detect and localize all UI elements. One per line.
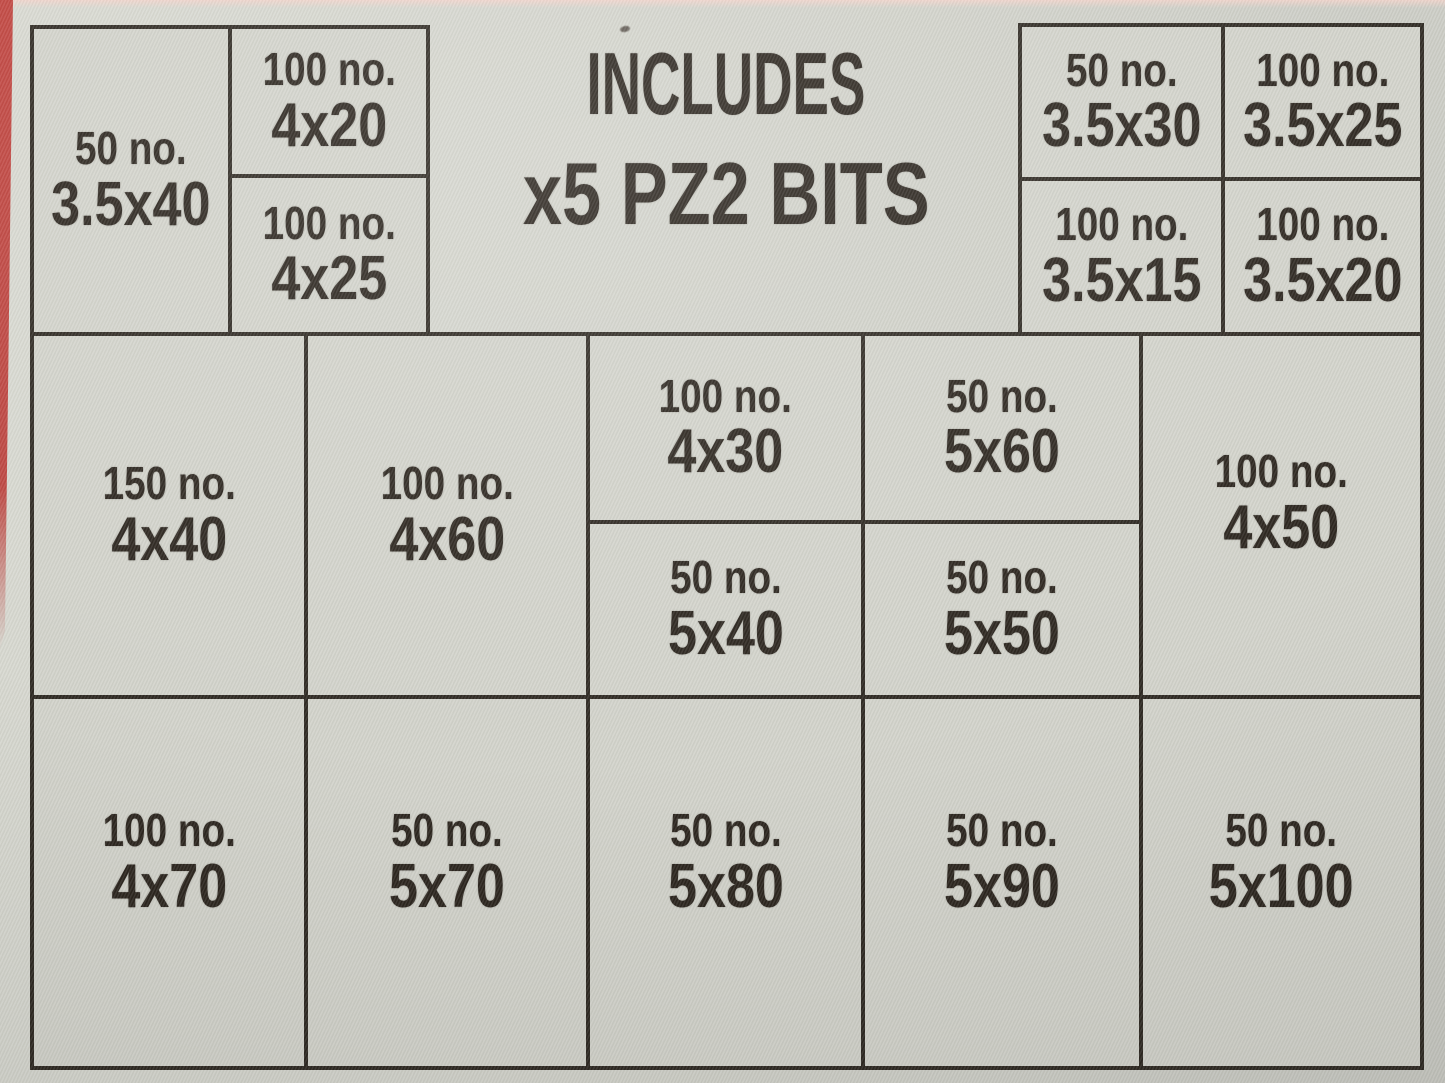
size-label: 3.5x30 — [1041, 91, 1202, 161]
size-label: 3.5x25 — [1242, 91, 1403, 161]
compartment-4x60: 100 no. 4x60 — [308, 336, 586, 695]
compartment-text: 50 no. 5x80 — [668, 807, 784, 918]
quantity-label: 50 no. — [946, 369, 1058, 422]
size-label: 3.5x20 — [1242, 245, 1403, 315]
quantity-label: 100 no. — [658, 369, 793, 422]
quantity-label: 100 no. — [1054, 198, 1189, 251]
pink-top-edge — [0, 0, 1445, 8]
compartment-text: 50 no. 5x60 — [944, 369, 1060, 487]
compartment-5x70: 50 no. 5x70 — [308, 699, 586, 1066]
compartment-text: 150 no. 4x40 — [102, 460, 235, 571]
compartment-text: 50 no. 3.5x40 — [51, 125, 210, 236]
quantity-label: 50 no. — [391, 804, 503, 857]
quantity-label: 100 no. — [262, 43, 396, 96]
compartment-text: 50 no. 5x40 — [668, 554, 784, 665]
compartment-4x30: 100 no. 4x30 — [590, 336, 861, 520]
main-compartment-grid: 150 no. 4x40 100 no. 4x60 100 no. 4x30 5… — [30, 332, 1424, 1070]
compartment-3-5x40: 50 no. 3.5x40 — [34, 29, 228, 332]
size-label: 5x100 — [1209, 851, 1354, 921]
compartment-text: 100 no. 4x50 — [1215, 448, 1348, 559]
quantity-label: 100 no. — [102, 804, 236, 857]
top-right-compartment-box: 50 no. 3.5x30 100 no. 3.5x25 100 no. 3.5… — [1018, 23, 1424, 336]
quantity-label: 50 no. — [669, 551, 782, 604]
compartment-text: 100 no. 4x20 — [262, 46, 395, 157]
quantity-label: 50 no. — [669, 804, 782, 857]
compartment-5x80: 50 no. 5x80 — [590, 699, 861, 1066]
compartment-5x100: 50 no. 5x100 — [1143, 699, 1420, 1066]
compartment-5x50: 50 no. 5x50 — [865, 524, 1139, 695]
compartment-4x40: 150 no. 4x40 — [34, 336, 304, 695]
quantity-label: 50 no. — [75, 122, 187, 175]
compartment-5x90: 50 no. 5x90 — [865, 699, 1139, 1066]
compartment-text: 100 no. 4x60 — [380, 460, 513, 571]
quantity-label: 100 no. — [1255, 198, 1390, 251]
size-label: 5x90 — [944, 851, 1060, 921]
compartment-text: 100 no. 4x25 — [262, 196, 396, 314]
compartment-5x60: 50 no. 5x60 — [865, 336, 1139, 520]
compartment-text: 50 no. 3.5x30 — [1041, 43, 1202, 161]
compartment-text: 100 no. 3.5x25 — [1242, 43, 1403, 161]
compartment-text: 100 no. 3.5x20 — [1243, 201, 1402, 312]
compartment-4x20: 100 no. 4x20 — [232, 29, 426, 174]
compartment-text: 50 no. 5x70 — [389, 807, 505, 918]
quantity-label: 100 no. — [1255, 43, 1390, 96]
quantity-label: 50 no. — [946, 551, 1058, 604]
compartment-text: 100 no. 4x70 — [102, 807, 235, 918]
compartment-3-5x25: 100 no. 3.5x25 — [1225, 27, 1420, 177]
compartment-5x40: 50 no. 5x40 — [590, 524, 861, 695]
quantity-label: 100 no. — [1214, 445, 1349, 498]
includes-note: INCLUDES x5 PZ2 BITS — [434, 8, 1018, 332]
size-label: 4x20 — [271, 90, 387, 160]
quantity-label: 100 no. — [262, 196, 396, 249]
compartment-3-5x30: 50 no. 3.5x30 — [1022, 27, 1221, 177]
top-left-compartment-box: 50 no. 3.5x40 100 no. 4x20 100 no. 4x25 — [30, 25, 430, 336]
quantity-label: 50 no. — [1065, 43, 1178, 96]
compartment-text: 100 no. 3.5x15 — [1042, 201, 1201, 312]
size-label: 3.5x15 — [1041, 245, 1202, 315]
includes-line1: INCLUDES — [586, 34, 866, 133]
compartment-3-5x20: 100 no. 3.5x20 — [1225, 181, 1420, 332]
size-label: 5x80 — [667, 851, 784, 921]
includes-line2: x5 PZ2 BITS — [522, 144, 930, 243]
size-label: 4x50 — [1223, 492, 1340, 562]
size-label: 4x30 — [667, 417, 784, 487]
quantity-label: 100 no. — [380, 457, 514, 510]
compartment-4x25: 100 no. 4x25 — [232, 178, 426, 332]
compartment-text: 50 no. 5x90 — [944, 807, 1060, 918]
red-left-edge — [0, 0, 13, 650]
compartment-text: 50 no. 5x50 — [944, 554, 1060, 665]
size-label: 3.5x40 — [51, 169, 211, 239]
quantity-label: 50 no. — [1225, 804, 1338, 857]
size-label: 5x40 — [667, 598, 784, 668]
compartment-4x70: 100 no. 4x70 — [34, 699, 304, 1066]
compartment-text: 100 no. 4x30 — [658, 369, 793, 487]
size-label: 5x60 — [944, 417, 1060, 487]
compartment-text: 50 no. 5x100 — [1209, 807, 1354, 918]
quantity-label: 150 no. — [102, 457, 236, 510]
size-label: 5x50 — [944, 598, 1060, 668]
size-label: 4x40 — [111, 504, 227, 574]
size-label: 4x70 — [111, 851, 227, 921]
compartment-4x50: 100 no. 4x50 — [1143, 336, 1420, 695]
size-label: 5x70 — [389, 851, 505, 921]
size-label: 4x60 — [389, 504, 505, 574]
compartment-3-5x15: 100 no. 3.5x15 — [1022, 181, 1221, 332]
size-label: 4x25 — [271, 244, 387, 314]
quantity-label: 50 no. — [946, 804, 1058, 857]
